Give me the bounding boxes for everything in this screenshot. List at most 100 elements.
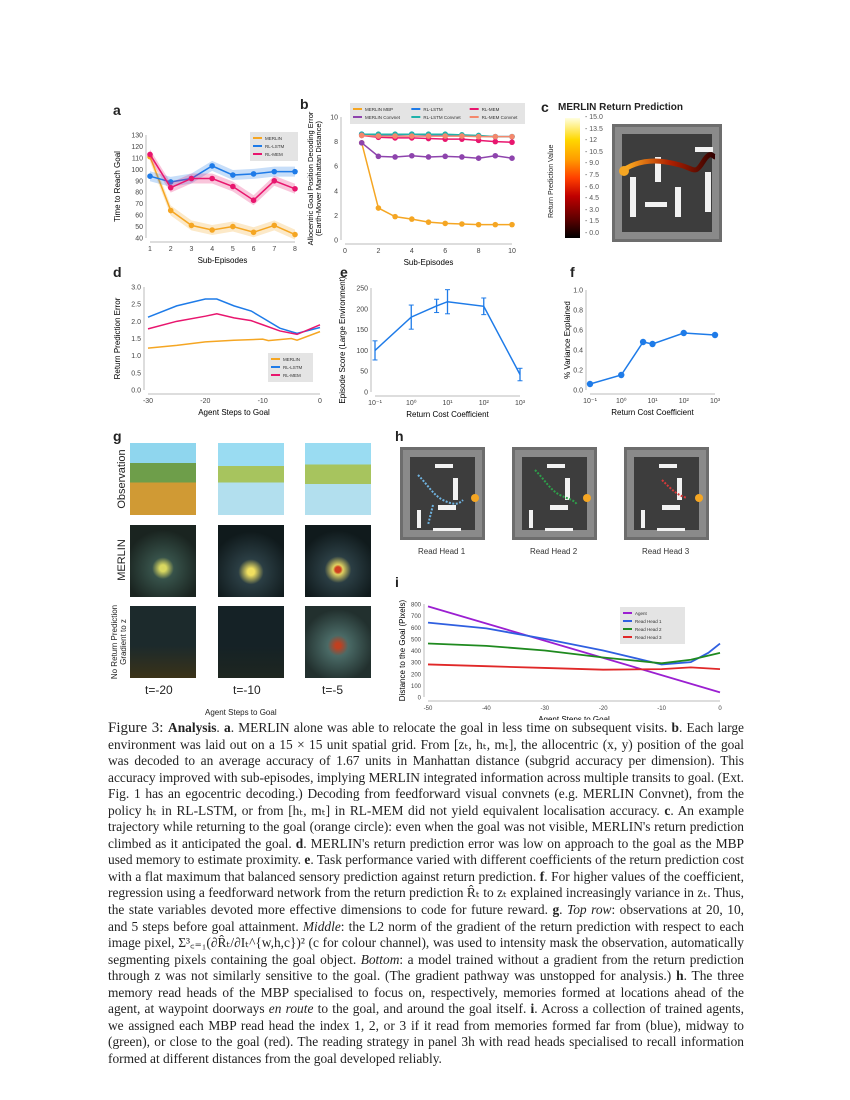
x-tick-label: 0: [343, 248, 347, 255]
chart-b: 0 2 4 6 8 10 0 2 4 6 8 10 Sub-Episodes Allocentric Go…: [306, 103, 525, 267]
data-point: [209, 227, 215, 233]
data-point: [188, 175, 195, 182]
series-line: [427, 621, 721, 666]
figure-caption: Figure 3: Analysis. a. MERLIN alone was …: [108, 720, 744, 1067]
row-label-no-gradient: No Return Prediction Gradient to z: [110, 602, 128, 682]
series-line: [589, 332, 716, 385]
y-tick-label: 0.0: [573, 388, 583, 395]
caption-run: . Each large environment was laid out on…: [108, 720, 744, 818]
data-point: [230, 183, 236, 190]
y-tick-label: 0: [418, 696, 422, 702]
data-point: [425, 219, 432, 225]
x-tick-label: 7: [272, 246, 276, 253]
data-point: [492, 133, 499, 140]
panel-label-g: g: [113, 428, 122, 444]
observation-t5: [305, 443, 371, 515]
caption-run: . MERLIN alone was able to relocate the …: [230, 720, 672, 735]
data-point: [230, 172, 236, 178]
x-tick-label: 8: [477, 248, 481, 255]
legend-entry: MERLIN Convnet: [365, 115, 401, 120]
y-tick-label: 100: [131, 167, 143, 174]
data-point: [475, 133, 482, 140]
caption-run: Analysis: [168, 720, 217, 735]
data-point: [250, 171, 257, 177]
colorbar-tick: - 15.0: [585, 114, 603, 121]
x-tick-label: 6: [252, 246, 256, 253]
y-tick-label: 6: [334, 164, 338, 171]
legend-entry: MERLIN MBP: [365, 107, 393, 112]
chart-e: 10⁻¹ 10⁰ 10¹ 10² 10³ 0 50 100 150 200 250 Return Co…: [338, 276, 526, 419]
caption-run: en route: [268, 1001, 314, 1017]
legend-entry: Read Head 1: [635, 619, 662, 624]
y-tick-label: 700: [411, 614, 422, 620]
data-point: [442, 153, 448, 160]
x-axis-label: Return Cost Coefficient: [611, 408, 694, 417]
panel-label-i: i: [395, 574, 399, 590]
data-point: [409, 216, 415, 222]
caption-run: Middle: [302, 918, 341, 934]
x-tick-label: 10⁰: [406, 399, 417, 407]
y-tick-label: 60: [135, 213, 143, 220]
data-point: [209, 163, 215, 169]
nograd-saliency-t10: [218, 606, 284, 678]
x-axis-label: Return Cost Coefficient: [406, 410, 489, 419]
caption-run: .: [216, 720, 224, 735]
x-tick-label: 10¹: [647, 398, 658, 405]
x-tick-label: 10³: [515, 400, 526, 407]
read-head-3-label: Read Head 3: [642, 547, 690, 556]
data-point: [459, 221, 465, 227]
read-head-maze-2: [512, 447, 597, 540]
caption-run: b: [671, 720, 679, 735]
read-head-maze-1: [400, 447, 485, 540]
data-point: [292, 231, 298, 238]
panel-label-d: d: [113, 264, 122, 280]
time-label-t20: t=-20: [145, 683, 173, 697]
row3-line1: No Return Prediction: [110, 604, 119, 680]
y-tick-label: 200: [356, 306, 368, 313]
panel-label-f: f: [570, 264, 575, 280]
nograd-saliency-t20: [130, 606, 196, 678]
data-point: [475, 221, 482, 228]
x-axis-label: Sub-Episodes: [198, 256, 248, 265]
y-tick-label: 4: [334, 188, 338, 195]
colorbar-tick: - 1.5: [585, 218, 600, 226]
series-line: [149, 156, 296, 236]
x-tick-label: -40: [482, 706, 491, 712]
caption-run: : a model trained without a gradient fro…: [108, 951, 745, 984]
y-tick-label: 10: [330, 115, 338, 122]
data-point: [188, 222, 195, 229]
x-tick-label: 4: [410, 248, 414, 255]
x-tick-label: 10: [508, 248, 516, 255]
x-tick-label: 10²: [479, 400, 490, 407]
y-tick-label: 0.4: [573, 348, 583, 355]
chart-f: 10⁻¹ 10⁰ 10¹ 10² 10³ 0.0 0.2 0.4 0.6 0.8 1.0 Return…: [563, 288, 721, 418]
colorbar-tick: - 4.5: [585, 195, 600, 203]
observation-t20: [130, 443, 196, 515]
merlin-saliency-t20: [130, 525, 196, 597]
y-tick-label: 300: [411, 661, 422, 667]
y-tick-label: 110: [132, 155, 143, 162]
x-tick-label: 3: [189, 246, 193, 253]
caption-run: h: [676, 968, 684, 984]
data-point: [492, 152, 499, 159]
caption-run: f: [539, 868, 545, 884]
data-point: [209, 175, 215, 182]
y-axis-label: Return Prediction Error: [113, 297, 122, 379]
data-point: [292, 168, 298, 175]
data-point: [271, 222, 278, 229]
caption-run: i: [530, 1001, 535, 1017]
x-tick-label: -30: [143, 398, 153, 405]
data-point: [509, 155, 515, 162]
x-tick-label: 4: [210, 246, 214, 253]
x-tick-label: 2: [169, 246, 173, 253]
y-tick-label: 200: [411, 672, 422, 678]
x-tick-label: 0: [718, 706, 722, 712]
data-point: [425, 133, 432, 139]
y-tick-label: 150: [356, 327, 368, 334]
caption-run: . An example trajectory while returning …: [108, 802, 744, 851]
colorbar: [565, 118, 580, 238]
x-tick-label: -20: [599, 706, 608, 712]
data-point: [271, 168, 278, 175]
data-point: [375, 153, 382, 160]
trajectory: [619, 152, 716, 176]
